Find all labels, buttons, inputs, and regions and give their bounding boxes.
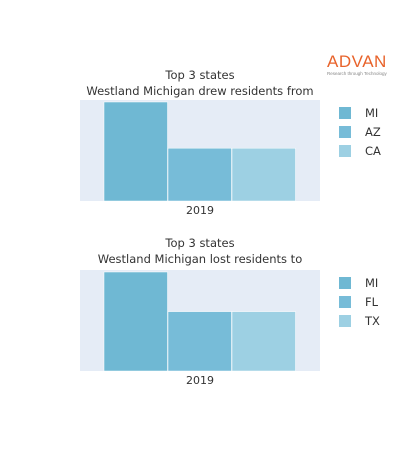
legend-swatch-fl[interactable]: [339, 296, 351, 308]
legend-label-ca[interactable]: CA: [365, 144, 381, 158]
legend-label-mi[interactable]: MI: [365, 276, 378, 290]
legend-label-mi[interactable]: MI: [365, 106, 378, 120]
x-tick-label: 2019: [186, 374, 214, 387]
chart-title: Top 3 states: [164, 236, 234, 250]
bars-group: [103, 101, 296, 202]
legend: MI AZ CA: [339, 106, 381, 158]
chart-lost-residents: Top 3 states Westland Michigan lost resi…: [80, 236, 380, 387]
legend-label-tx[interactable]: TX: [364, 314, 380, 328]
legend-swatch-az[interactable]: [339, 126, 351, 138]
bar-fl: [167, 311, 232, 372]
x-tick-label: 2019: [186, 204, 214, 217]
chart-title: Top 3 states: [164, 68, 234, 82]
legend-swatch-mi[interactable]: [339, 107, 351, 119]
legend-swatch-mi[interactable]: [339, 277, 351, 289]
legend-swatch-ca[interactable]: [339, 145, 351, 157]
advan-logo: ADVAN Research through Technology: [320, 53, 400, 77]
legend-swatch-tx[interactable]: [339, 315, 351, 327]
logo-text: ADVAN: [327, 52, 387, 71]
legend-label-fl[interactable]: FL: [365, 295, 379, 309]
bar-mi: [103, 271, 168, 372]
bars-group: [103, 271, 296, 372]
bar-mi: [103, 101, 168, 202]
chart-subtitle: Westland Michigan drew residents from: [86, 84, 313, 98]
legend-label-az[interactable]: AZ: [365, 125, 381, 139]
bar-ca: [231, 147, 296, 202]
legend: MI FL TX: [339, 276, 380, 328]
chart-drew-residents: Top 3 states Westland Michigan drew resi…: [80, 68, 381, 217]
bar-tx: [231, 311, 296, 372]
logo-tagline: Research through Technology: [327, 71, 387, 76]
bar-az: [167, 147, 232, 202]
chart-subtitle: Westland Michigan lost residents to: [98, 252, 302, 266]
